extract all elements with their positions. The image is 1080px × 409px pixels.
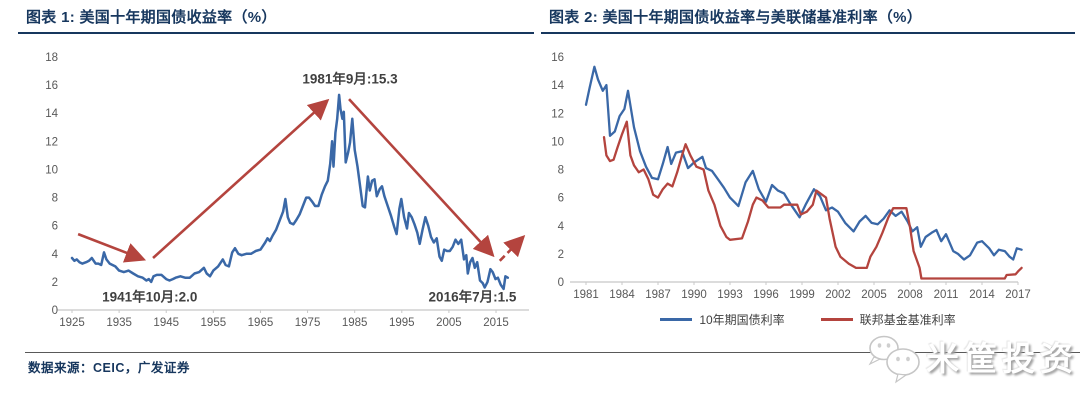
svg-text:6: 6 [558,193,564,205]
chart2-panel: 图表 2: 美国十年期国债收益率与美联储基准利率（%） 0 2 4 6 8 10 12 14 1… [541,8,1075,328]
svg-text:1925: 1925 [59,317,85,329]
chart1-plot: 0 2 4 6 8 10 12 14 16 18 1925 1935 1945 1955 1965 1975 1… [45,52,529,329]
svg-text:18: 18 [45,52,58,64]
svg-text:8: 8 [52,193,58,205]
svg-text:1935: 1935 [106,317,132,329]
footer-divider [25,352,1080,353]
chart2-legend: 10年期国债利率 联邦基金基准利率 [541,311,1075,328]
svg-text:2: 2 [52,277,58,289]
svg-text:0: 0 [558,277,564,289]
data-source-note: 数据来源：CEIC，广发证券 [28,361,190,375]
svg-text:2014: 2014 [969,289,995,301]
chart1-panel: 图表 1: 美国十年期国债收益率（%） 0 2 4 6 8 10 12 14 16 18 1925 1… [18,8,534,338]
svg-text:4: 4 [558,221,565,233]
treasury-line-label: 10年期国债利率 [699,313,785,327]
legend-item-fedfunds: 联邦基金基准利率 [820,311,956,328]
svg-text:1984: 1984 [609,289,635,301]
svg-text:14: 14 [551,80,564,92]
svg-text:10: 10 [45,164,58,176]
svg-text:1996: 1996 [753,289,779,301]
svg-text:2011: 2011 [934,289,959,301]
legend-item-treasury: 10年期国债利率 [660,311,785,328]
svg-text:16: 16 [45,80,58,92]
svg-text:1955: 1955 [201,317,227,329]
svg-text:2: 2 [558,249,564,261]
brand-name: 米筐投资 [926,340,1078,377]
svg-text:12: 12 [551,108,564,120]
svg-text:1993: 1993 [717,289,743,301]
svg-text:2008: 2008 [897,289,923,301]
chart2-title: 图表 2: 美国十年期国债收益率与美联储基准利率（%） [541,8,1075,34]
svg-text:1990: 1990 [681,289,707,301]
svg-text:14: 14 [45,108,58,120]
chat-bubbles-icon [868,335,920,384]
brand-watermark: 米筐投资 [860,333,1078,385]
svg-text:2017: 2017 [1005,289,1031,301]
svg-text:0: 0 [52,305,58,317]
svg-text:1985: 1985 [342,317,368,329]
svg-text:1987: 1987 [645,289,671,301]
svg-text:1975: 1975 [295,317,321,329]
svg-text:2002: 2002 [825,289,851,301]
fedfunds-line-swatch [820,318,853,321]
treasury-line-swatch [660,318,693,321]
svg-text:1965: 1965 [248,317,274,329]
fedfunds-line-label: 联邦基金基准利率 [859,313,956,327]
svg-text:4: 4 [52,249,59,261]
svg-text:8: 8 [558,165,564,177]
svg-text:1981年9月:15.3: 1981年9月:15.3 [302,71,398,87]
svg-text:6: 6 [52,221,58,233]
svg-text:2005: 2005 [436,317,462,329]
svg-text:10: 10 [551,136,564,148]
svg-text:2005: 2005 [861,289,887,301]
chart2-plot: 0 2 4 6 8 10 12 14 16 1981 1984 1987 1990 1993 1996 199… [551,52,1031,301]
svg-text:1945: 1945 [153,317,179,329]
svg-text:1999: 1999 [789,289,815,301]
svg-text:2016年7月:1.5: 2016年7月:1.5 [429,289,517,305]
svg-text:1981: 1981 [573,289,599,301]
svg-text:2015: 2015 [483,317,509,329]
svg-text:1995: 1995 [389,317,415,329]
svg-text:1941年10月:2.0: 1941年10月:2.0 [102,289,197,305]
svg-text:12: 12 [45,136,58,148]
svg-text:16: 16 [551,52,564,64]
chart1-title: 图表 1: 美国十年期国债收益率（%） [18,8,534,34]
